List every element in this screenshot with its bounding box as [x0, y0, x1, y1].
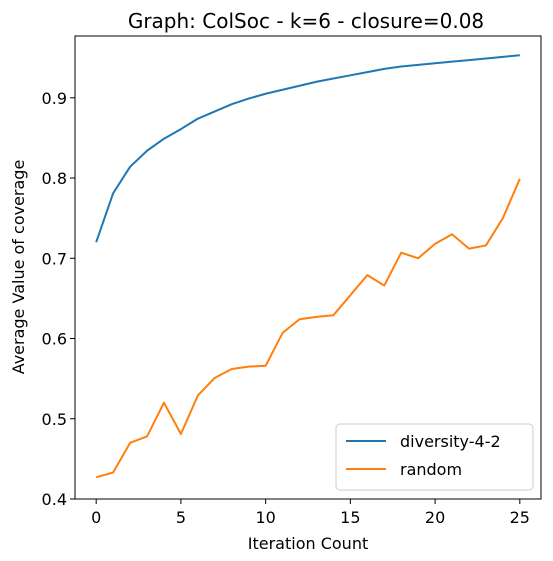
y-tick-label: 0.7 [42, 249, 67, 268]
series-line-random [95, 178, 521, 479]
x-tick-label: 0 [91, 508, 101, 527]
y-tick-label: 0.5 [42, 410, 67, 429]
series-line-diversity [95, 54, 520, 243]
legend-label-random: random [400, 460, 462, 479]
legend: diversity-4-2 random [335, 423, 534, 491]
x-axis-ticks: 0 5 10 15 20 25 [91, 499, 530, 527]
y-axis-label: Average Value of coverage [9, 160, 28, 375]
x-axis-label: Iteration Count [248, 534, 368, 553]
chart-title: Graph: ColSoc - k=6 - closure=0.08 [128, 9, 484, 33]
plot-frame [74, 35, 542, 500]
x-tick-label: 5 [176, 508, 186, 527]
y-tick-label: 0.9 [42, 89, 67, 108]
x-tick-label: 20 [425, 508, 445, 527]
x-tick-label: 10 [255, 508, 275, 527]
y-tick-label: 0.4 [42, 490, 67, 509]
legend-label-diversity: diversity-4-2 [400, 432, 501, 451]
y-tick-label: 0.8 [42, 169, 67, 188]
x-tick-label: 15 [340, 508, 360, 527]
series-lines [95, 54, 521, 479]
x-tick-label: 25 [510, 508, 530, 527]
y-tick-label: 0.6 [42, 330, 67, 349]
y-axis-ticks: 0.4 0.5 0.6 0.7 0.8 0.9 [42, 89, 75, 509]
